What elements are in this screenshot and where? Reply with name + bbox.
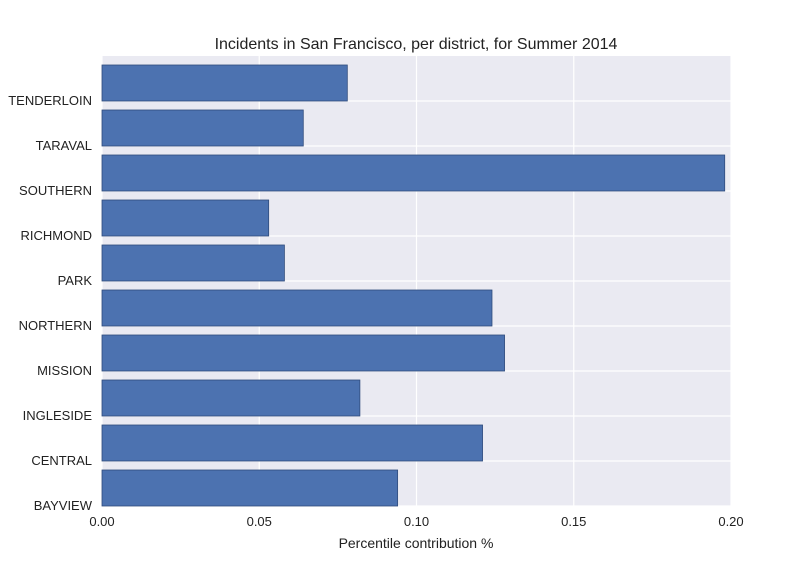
bar-park [101, 244, 285, 282]
bar-tenderloin [101, 64, 348, 102]
y-tick-label: CENTRAL [31, 453, 92, 468]
chart-title: Incidents in San Francisco, per district… [215, 36, 618, 53]
x-axis-label: Percentile contribution % [339, 535, 494, 551]
y-tick-label: TARAVAL [36, 138, 92, 153]
bar-central [101, 424, 483, 462]
y-tick-label: PARK [58, 273, 93, 288]
bar-richmond [101, 199, 270, 237]
x-tick-label: 0.00 [89, 514, 114, 529]
bar-northern [101, 289, 493, 327]
bar-southern [101, 154, 726, 192]
x-tick-labels: 0.00 0.05 0.10 0.15 0.20 [89, 514, 743, 529]
y-tick-label: RICHMOND [21, 228, 93, 243]
x-tick-label: 0.05 [247, 514, 272, 529]
y-tick-labels: BAYVIEW CENTRAL INGLESIDE MISSION NORTHERN PA… [8, 93, 93, 513]
y-tick-label: MISSION [37, 363, 92, 378]
bar-taraval [101, 109, 304, 147]
y-tick-label: SOUTHERN [19, 183, 92, 198]
y-tick-label: NORTHERN [19, 318, 92, 333]
x-tick-label: 0.20 [718, 514, 743, 529]
x-tick-label: 0.15 [561, 514, 586, 529]
bar-mission [101, 334, 505, 372]
bar-ingleside [101, 379, 361, 417]
y-tick-label: TENDERLOIN [8, 93, 92, 108]
bar-bayview [101, 469, 399, 507]
x-tick-label: 0.10 [404, 514, 429, 529]
y-tick-label: INGLESIDE [23, 408, 93, 423]
y-tick-label: BAYVIEW [34, 498, 93, 513]
bars [101, 64, 726, 507]
